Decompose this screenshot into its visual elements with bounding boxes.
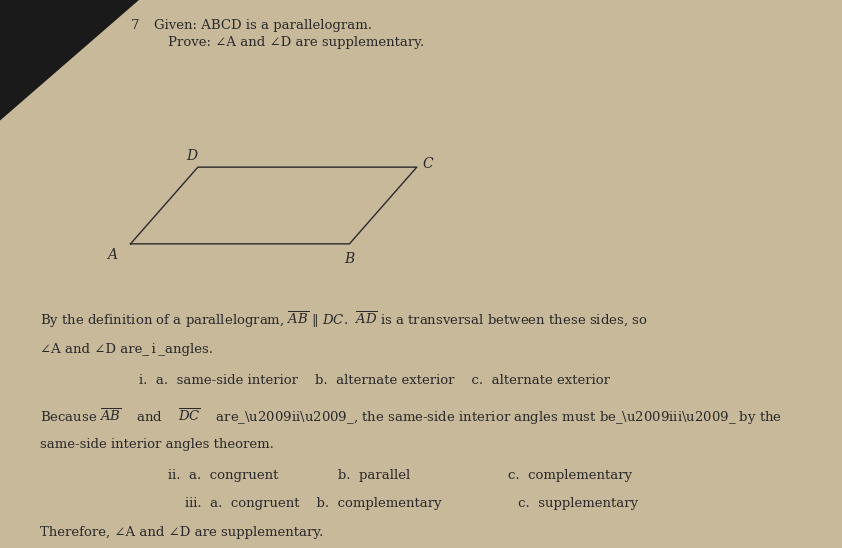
Text: ii.  a.  congruent              b.  parallel                       c.  complemen: ii. a. congruent b. parallel c. compleme…	[168, 469, 632, 482]
Text: same-side interior angles theorem.: same-side interior angles theorem.	[40, 438, 274, 452]
Text: C: C	[423, 157, 434, 172]
Text: ∠A and ∠D are_ i _angles.: ∠A and ∠D are_ i _angles.	[40, 342, 213, 356]
Text: D: D	[186, 149, 198, 163]
Text: Therefore, ∠A and ∠D are supplementary.: Therefore, ∠A and ∠D are supplementary.	[40, 526, 324, 539]
Text: Because $\overline{AB}$    and    $\overline{DC}$    are_\u2009ii\u2009_, the sa: Because $\overline{AB}$ and $\overline{D…	[40, 407, 782, 427]
Polygon shape	[0, 0, 152, 121]
Text: i.  a.  same-side interior    b.  alternate exterior    c.  alternate exterior: i. a. same-side interior b. alternate ex…	[139, 374, 610, 387]
Text: B: B	[344, 252, 354, 266]
Text: Given: ABCD is a parallelogram.: Given: ABCD is a parallelogram.	[154, 19, 372, 32]
Text: By the definition of a parallelogram, $\overline{AB}$ $\|$ $DC$.  $\overline{AD}: By the definition of a parallelogram, $\…	[40, 310, 648, 330]
Text: A: A	[107, 248, 117, 262]
Text: 7: 7	[131, 19, 139, 32]
Text: iii.  a.  congruent    b.  complementary                  c.  supplementary: iii. a. congruent b. complementary c. su…	[185, 497, 638, 510]
Text: Prove: ∠A and ∠D are supplementary.: Prove: ∠A and ∠D are supplementary.	[168, 36, 424, 49]
